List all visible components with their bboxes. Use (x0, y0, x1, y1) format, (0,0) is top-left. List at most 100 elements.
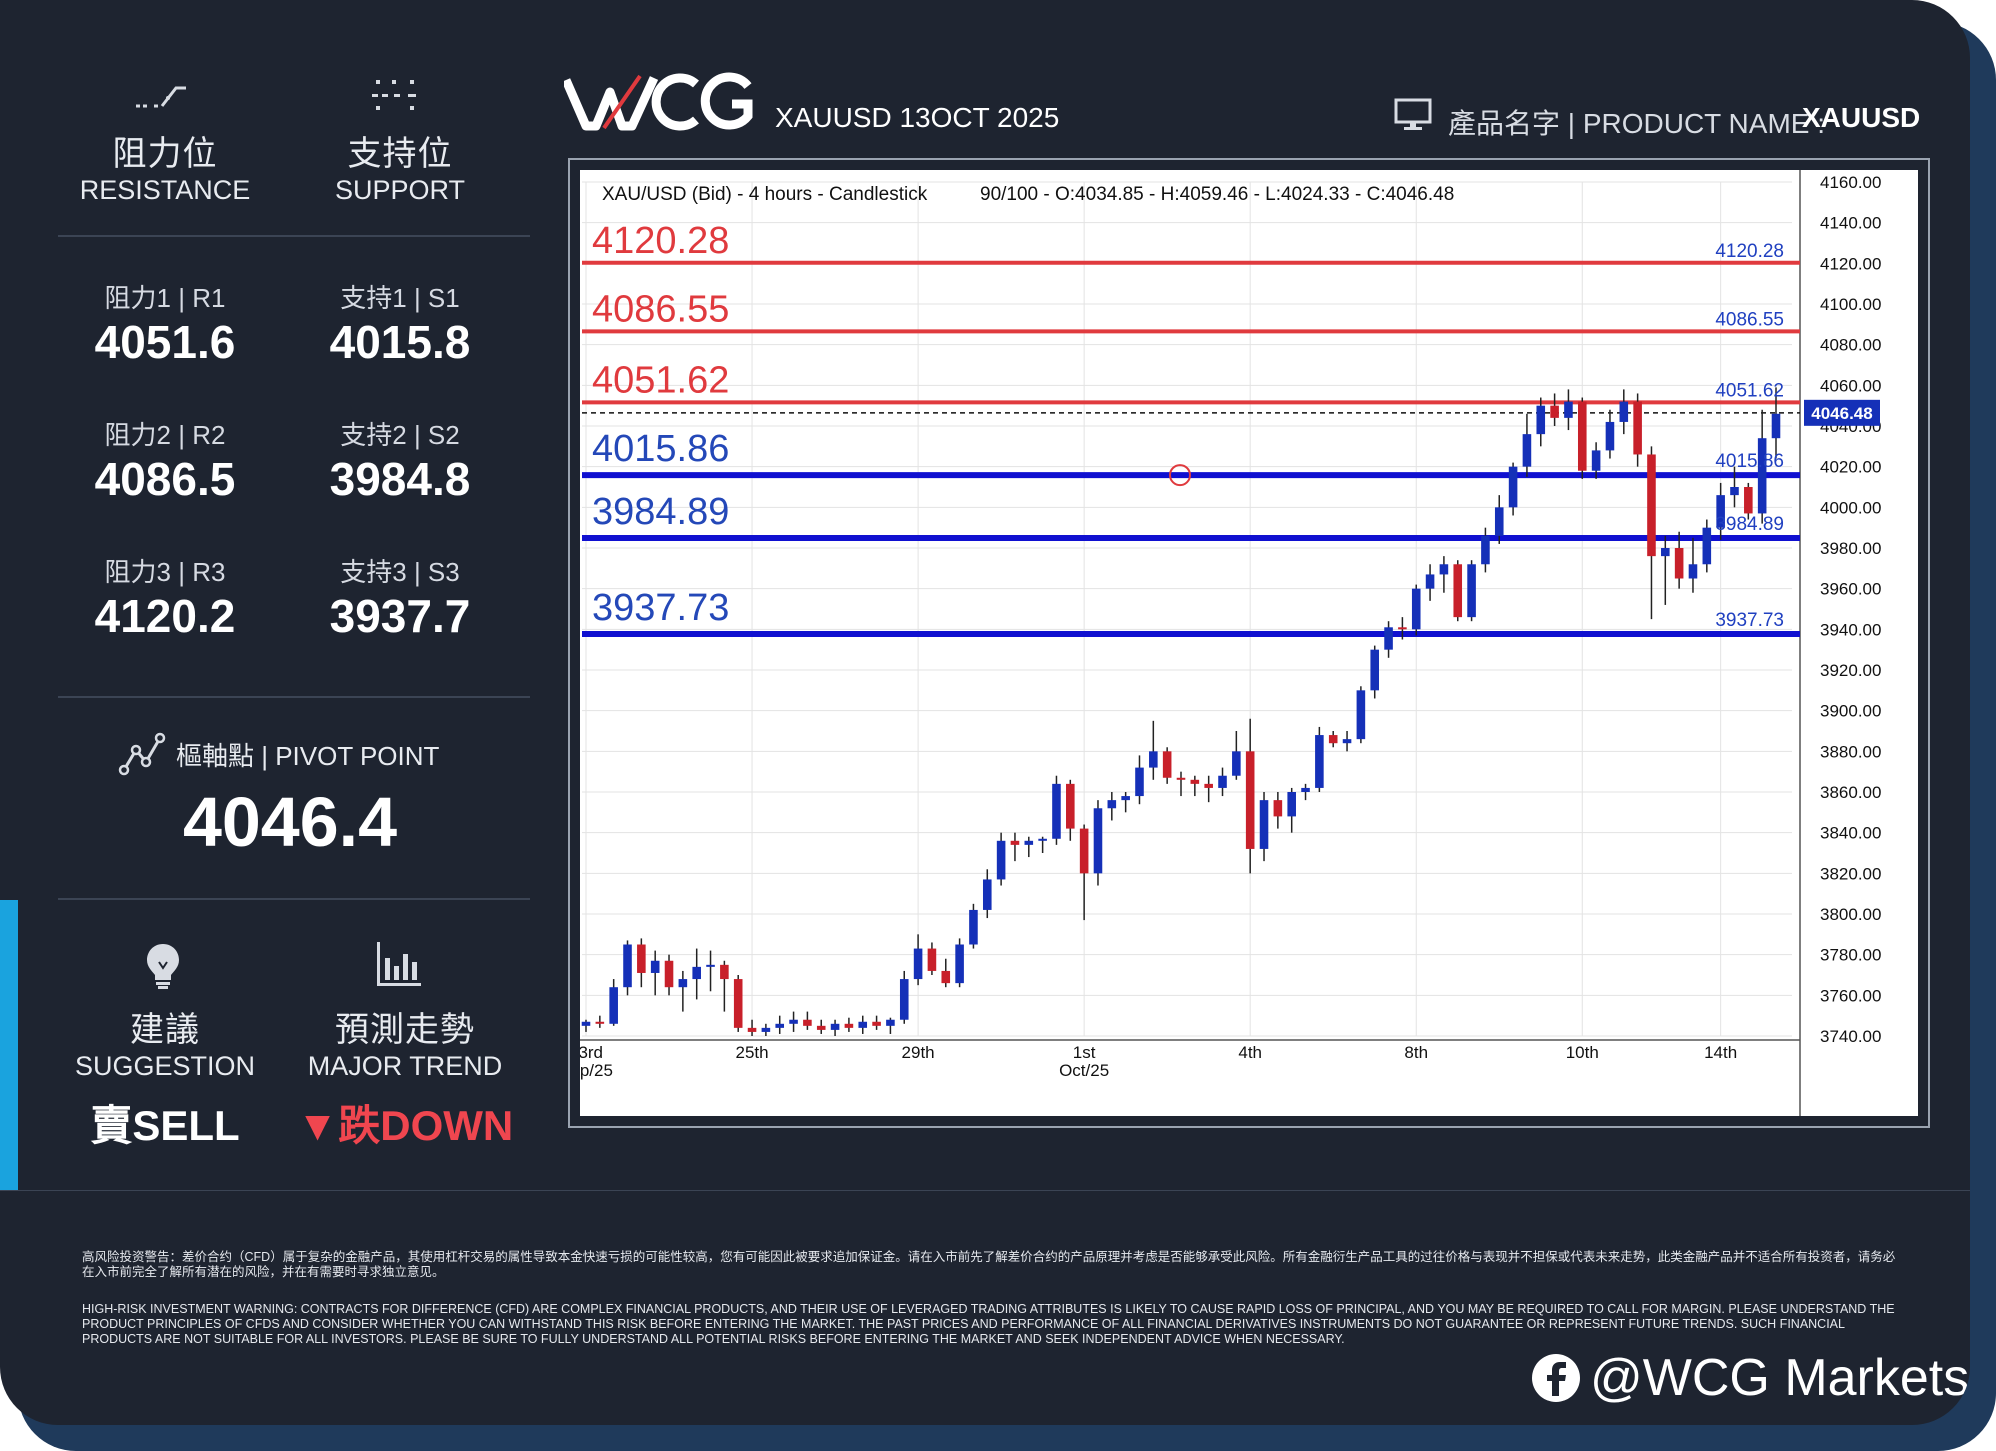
candle-body (595, 1021, 605, 1024)
candle-body (775, 1023, 785, 1028)
candle-body (913, 948, 923, 980)
candle-body (1218, 775, 1227, 788)
pivot-header: 樞軸點 | PIVOT POINT (118, 730, 439, 778)
r2-value: 4086.5 (94, 453, 236, 505)
candle-body (927, 948, 937, 971)
candle-body (1619, 401, 1629, 422)
r3-label: 阻力3 | R3 (104, 557, 226, 587)
candle-body (1688, 564, 1698, 579)
x-tick-sublabel: Oct/25 (1059, 1061, 1109, 1080)
resistance-line-tag: 4086.55 (1715, 309, 1784, 330)
candle-body (1591, 450, 1601, 471)
candle-body (886, 1019, 895, 1026)
candle-body (637, 944, 646, 973)
resistance-title-cn: 阻力位 (112, 135, 218, 173)
product-name-value: XAUUSD (1802, 102, 1921, 133)
footer-divider (0, 1190, 1970, 1191)
candle-body (1093, 808, 1103, 874)
candle-body (1245, 751, 1255, 849)
chart-title: XAU/USD (Bid) - 4 hours - Candlestick (602, 184, 928, 205)
candle-body (1536, 405, 1546, 435)
candle-body (955, 944, 964, 984)
pivot-value: 4046.4 (182, 783, 398, 861)
resistance-header: 阻力位 RESISTANCE (60, 126, 270, 206)
candle-body (1674, 548, 1684, 579)
candle-body (1577, 401, 1587, 471)
r2-label: 阻力2 | R2 (104, 420, 226, 450)
support-line-tag: 3937.73 (1715, 610, 1784, 631)
resistance-line-label: 4120.28 (592, 220, 729, 262)
resistance-line-tag: 4120.28 (1715, 241, 1784, 262)
x-tick-label: 10th (1566, 1043, 1599, 1062)
candle-body (1121, 796, 1130, 801)
candle-body (692, 966, 701, 980)
candle-body (1273, 800, 1283, 817)
candle-body (1508, 466, 1518, 508)
trend-block: 預測走勢 MAJOR TREND ▼跌DOWN (285, 1002, 525, 1153)
x-tick-label: 4th (1238, 1043, 1262, 1062)
x-tick-sublabel: Sep/25 (580, 1061, 613, 1080)
suggestion-block: 建議 SUGGESTION 賣SELL (60, 1002, 270, 1153)
candle-body (706, 964, 715, 967)
candle-body (1494, 507, 1504, 536)
x-tick-label: 25th (735, 1043, 768, 1062)
candle-body (733, 979, 743, 1028)
resistance-line-tag: 4051.62 (1715, 380, 1784, 401)
y-tick-label: 4120.00 (1820, 254, 1881, 273)
candle-body (1453, 564, 1463, 618)
y-tick-label: 3920.00 (1820, 661, 1881, 680)
candle-body (844, 1023, 854, 1028)
current-price-label: 4046.48 (1811, 404, 1872, 423)
candle-body (720, 964, 729, 980)
candle-body (1038, 838, 1047, 841)
candle-body (969, 909, 978, 945)
y-tick-label: 4160.00 (1820, 173, 1881, 192)
candle-body (1204, 783, 1213, 788)
r1-value: 4051.6 (94, 316, 236, 368)
support-line-label: 4015.86 (592, 428, 729, 470)
y-tick-label: 3740.00 (1820, 1027, 1881, 1046)
s2-label: 支持2 | S2 (340, 420, 460, 450)
y-tick-label: 4140.00 (1820, 214, 1881, 233)
social-handle-block[interactable]: @WCG Markets (1530, 1348, 1969, 1408)
y-tick-label: 3940.00 (1820, 620, 1881, 639)
y-tick-label: 3780.00 (1820, 946, 1881, 965)
chart-ohlc-info: 90/100 - O:4034.85 - H:4059.46 - L:4024.… (980, 184, 1454, 205)
price-chart: 4160.00 4140.00 4120.00 4100.00 4080.00 4060.… (580, 170, 1918, 1116)
facebook-icon (1530, 1352, 1582, 1404)
candle-body (1259, 800, 1269, 849)
s1-value: 4015.8 (329, 316, 471, 368)
candle-body (1411, 588, 1421, 630)
candle-body (623, 944, 632, 988)
support-line-label: 3984.89 (592, 491, 729, 533)
support-icon (370, 76, 430, 116)
product-name-label: 產品名字 | PRODUCT NAME : (1448, 108, 1826, 139)
s1-label: 支持1 | S1 (340, 283, 460, 313)
wcg-logo (564, 70, 754, 134)
support-line-tag: 4015.86 (1715, 451, 1784, 472)
candle-body (1702, 527, 1712, 565)
suggestion-value: 賣SELL (90, 1102, 240, 1149)
s3-block: 支持3 | S3 3937.7 (295, 552, 505, 643)
r2-block: 阻力2 | R2 4086.5 (60, 415, 270, 506)
candle-body (1744, 487, 1753, 514)
disclaimer-cn: 高风险投资警告：差价合约（CFD）属于复杂的金融产品，其使用杠杆交易的属性导致本… (82, 1250, 1896, 1279)
divider (58, 235, 530, 237)
resistance-line-label: 4051.62 (592, 359, 729, 401)
candle-body (609, 987, 618, 1024)
candle-body (1370, 649, 1380, 691)
y-tick-label: 3760.00 (1820, 986, 1881, 1005)
candle-body (1564, 401, 1573, 418)
candle-body (1162, 751, 1172, 778)
s2-block: 支持2 | S2 3984.8 (295, 415, 505, 506)
candle-body (1481, 535, 1490, 565)
suggestion-title-cn: 建議 (130, 1011, 200, 1049)
candle-body (1328, 735, 1338, 744)
candle-body (1522, 434, 1532, 467)
candle-body (581, 1021, 591, 1026)
candle-body (803, 1019, 812, 1026)
candle-body (1010, 840, 1020, 845)
candle-body (1301, 787, 1310, 792)
candle-body (1052, 783, 1061, 839)
y-tick-label: 3820.00 (1820, 864, 1881, 883)
